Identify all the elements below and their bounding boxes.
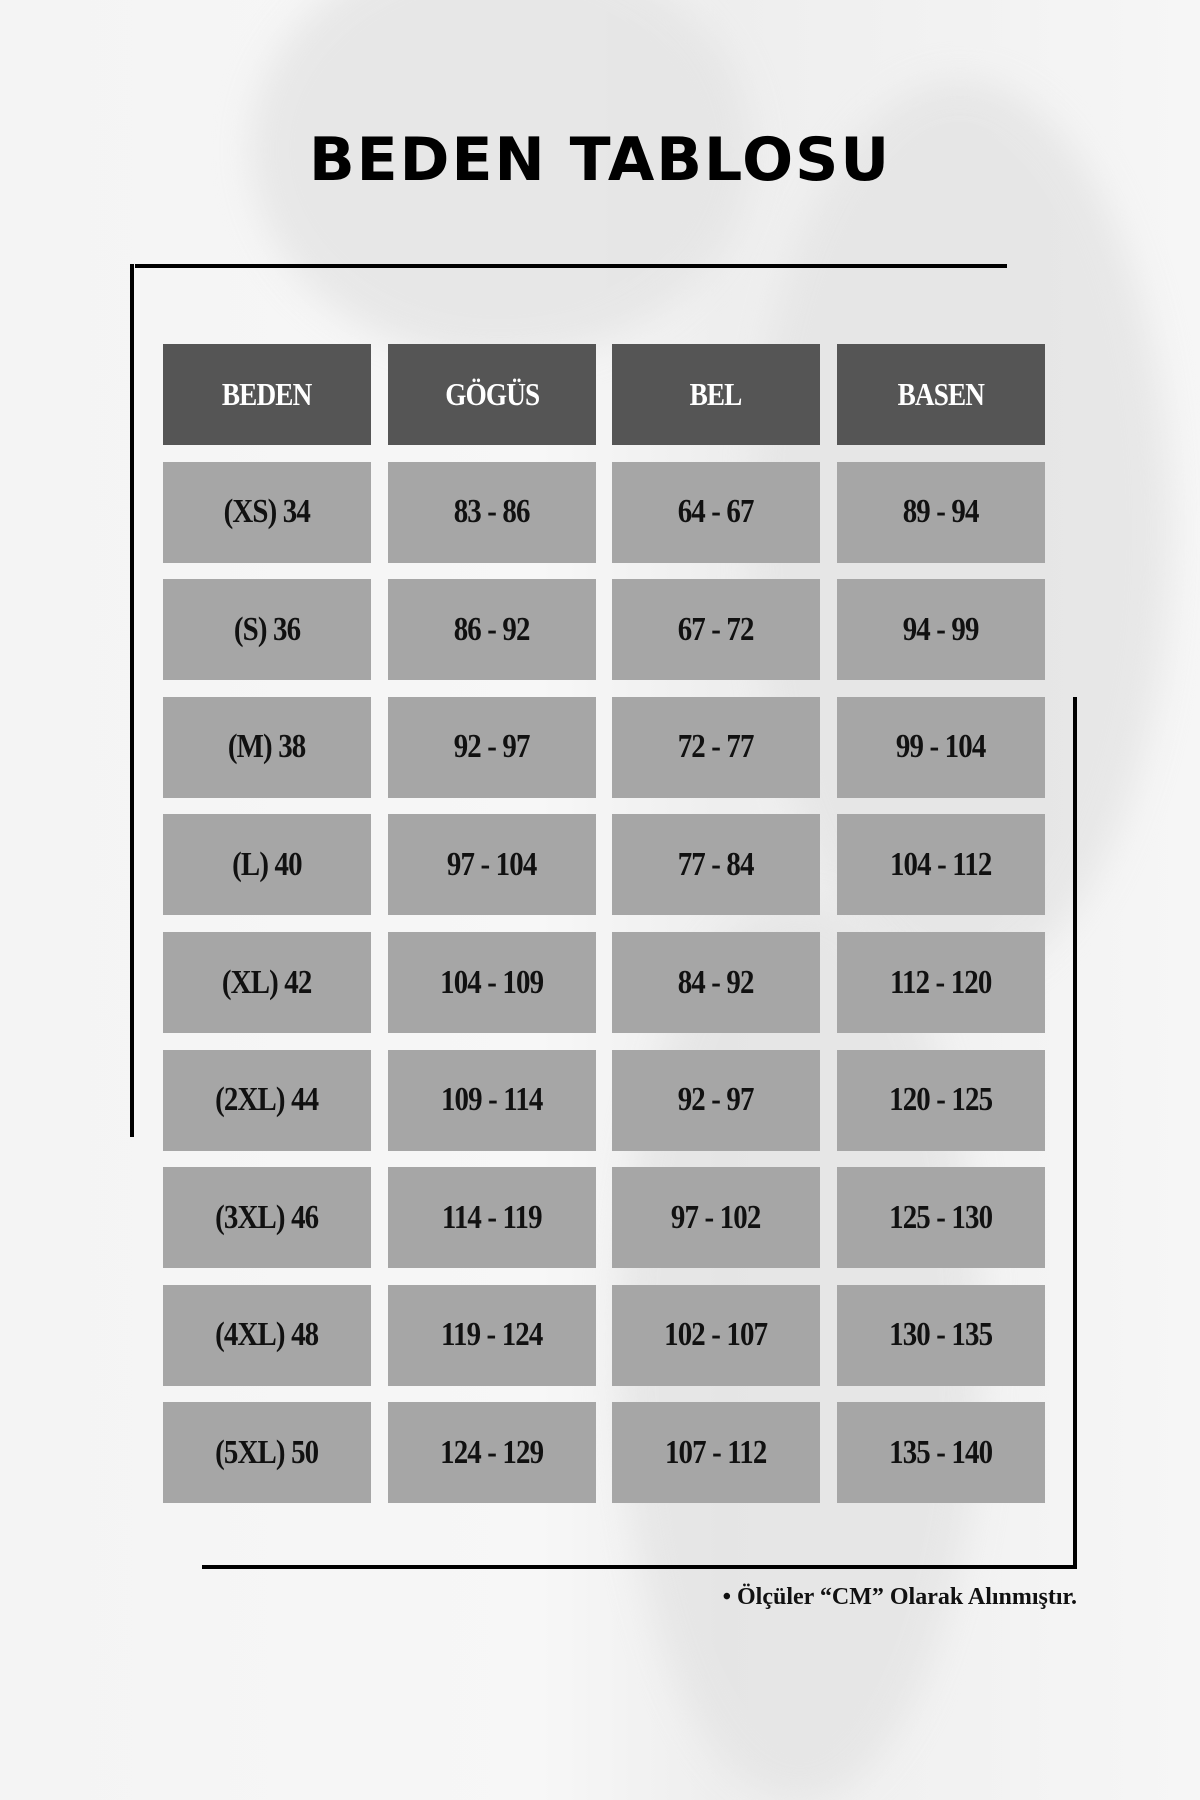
cell-text: 89 - 94 bbox=[903, 493, 980, 531]
cell-text: 102 - 107 bbox=[664, 1316, 768, 1354]
table-cell: 72 - 77 bbox=[612, 696, 820, 798]
cell-text: (2XL) 44 bbox=[215, 1081, 319, 1119]
table-cell: (XS) 34 bbox=[163, 461, 371, 563]
cell-text: (XS) 34 bbox=[223, 493, 311, 531]
table-cell: (L) 40 bbox=[163, 814, 371, 916]
table-cell: (5XL) 50 bbox=[163, 1402, 371, 1504]
header-cell: BEL bbox=[612, 344, 820, 445]
table-cell: 67 - 72 bbox=[612, 579, 820, 681]
table-cell: (4XL) 48 bbox=[163, 1284, 371, 1386]
cell-text: 104 - 109 bbox=[440, 963, 544, 1001]
frame-right-line bbox=[1073, 697, 1077, 1569]
page-title: BEDEN TABLOSU bbox=[308, 125, 892, 195]
table-cell: 119 - 124 bbox=[388, 1284, 596, 1386]
table-cell: 92 - 97 bbox=[612, 1049, 820, 1151]
cell-text: 86 - 92 bbox=[454, 610, 531, 648]
cell-text: 135 - 140 bbox=[889, 1433, 993, 1471]
table-cell: (2XL) 44 bbox=[163, 1049, 371, 1151]
cell-text: 83 - 86 bbox=[454, 493, 531, 531]
cell-text: (M) 38 bbox=[228, 728, 306, 766]
table-cell: 125 - 130 bbox=[837, 1167, 1045, 1269]
table-cell: 109 - 114 bbox=[388, 1049, 596, 1151]
table-cell: (M) 38 bbox=[163, 696, 371, 798]
cell-text: 77 - 84 bbox=[678, 845, 755, 883]
measurement-note: • Ölçüler “CM” Olarak Alınmıştır. bbox=[722, 1584, 1077, 1610]
cell-text: 130 - 135 bbox=[889, 1316, 993, 1354]
table-cell: 102 - 107 bbox=[612, 1284, 820, 1386]
cell-text: 97 - 104 bbox=[447, 845, 537, 883]
table-cell: 104 - 112 bbox=[837, 814, 1045, 916]
cell-text: 125 - 130 bbox=[889, 1198, 993, 1236]
table-cell: (XL) 42 bbox=[163, 932, 371, 1033]
cell-text: 104 - 112 bbox=[890, 845, 992, 883]
table-cell: 64 - 67 bbox=[612, 461, 820, 563]
background-silhouette bbox=[250, 0, 750, 360]
table-cell: 84 - 92 bbox=[612, 932, 820, 1033]
table-cell: 97 - 104 bbox=[388, 814, 596, 916]
cell-text: (L) 40 bbox=[232, 845, 302, 883]
table-cell: 112 - 120 bbox=[837, 932, 1045, 1033]
cell-text: (4XL) 48 bbox=[215, 1316, 319, 1354]
table-cell: 99 - 104 bbox=[837, 696, 1045, 798]
header-cell: BEDEN bbox=[163, 344, 371, 445]
header-cell: GÖGÜS bbox=[388, 344, 596, 445]
cell-text: 112 - 120 bbox=[890, 963, 992, 1001]
cell-text: 72 - 77 bbox=[678, 728, 755, 766]
table-cell: 135 - 140 bbox=[837, 1402, 1045, 1504]
cell-text: 97 - 102 bbox=[671, 1198, 761, 1236]
table-cell: 120 - 125 bbox=[837, 1049, 1045, 1151]
cell-text: (5XL) 50 bbox=[215, 1433, 319, 1471]
cell-text: GÖGÜS bbox=[444, 376, 540, 412]
cell-text: BEL bbox=[690, 376, 743, 412]
cell-text: 99 - 104 bbox=[896, 728, 986, 766]
cell-text: 114 - 119 bbox=[442, 1198, 543, 1236]
table-cell: 97 - 102 bbox=[612, 1167, 820, 1269]
cell-text: BASEN bbox=[897, 376, 985, 412]
table-cell: (S) 36 bbox=[163, 579, 371, 681]
cell-text: 109 - 114 bbox=[441, 1081, 543, 1119]
frame-top-line bbox=[135, 264, 1007, 268]
cell-text: (3XL) 46 bbox=[215, 1198, 319, 1236]
table-cell: (3XL) 46 bbox=[163, 1167, 371, 1269]
frame-bottom-line bbox=[202, 1565, 1077, 1569]
table-cell: 94 - 99 bbox=[837, 579, 1045, 681]
table-cell: 124 - 129 bbox=[388, 1402, 596, 1504]
cell-text: 67 - 72 bbox=[678, 610, 755, 648]
table-cell: 104 - 109 bbox=[388, 932, 596, 1033]
cell-text: 107 - 112 bbox=[665, 1433, 767, 1471]
cell-text: 92 - 97 bbox=[454, 728, 531, 766]
cell-text: 94 - 99 bbox=[903, 610, 980, 648]
table-cell: 77 - 84 bbox=[612, 814, 820, 916]
cell-text: BEDEN bbox=[222, 376, 312, 412]
cell-text: 119 - 124 bbox=[441, 1316, 543, 1354]
cell-text: 64 - 67 bbox=[678, 493, 755, 531]
table-cell: 130 - 135 bbox=[837, 1284, 1045, 1386]
cell-text: 92 - 97 bbox=[678, 1081, 755, 1119]
table-cell: 107 - 112 bbox=[612, 1402, 820, 1504]
cell-text: (XL) 42 bbox=[222, 963, 312, 1001]
table-cell: 86 - 92 bbox=[388, 579, 596, 681]
frame-left-line bbox=[130, 264, 134, 1137]
table-cell: 92 - 97 bbox=[388, 696, 596, 798]
cell-text: 120 - 125 bbox=[889, 1081, 993, 1119]
table-cell: 114 - 119 bbox=[388, 1167, 596, 1269]
cell-text: (S) 36 bbox=[233, 610, 301, 648]
header-cell: BASEN bbox=[837, 344, 1045, 445]
table-cell: 83 - 86 bbox=[388, 461, 596, 563]
cell-text: 84 - 92 bbox=[678, 963, 755, 1001]
table-cell: 89 - 94 bbox=[837, 461, 1045, 563]
cell-text: 124 - 129 bbox=[440, 1433, 544, 1471]
